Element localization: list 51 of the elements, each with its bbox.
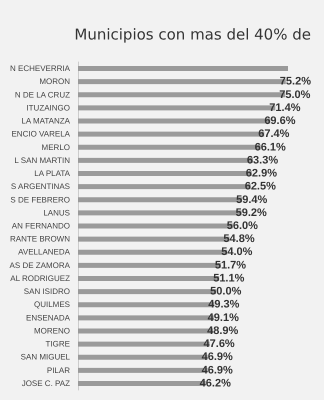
y-tick-label: S ARGENTINAS <box>10 182 70 192</box>
data-label: 62.9% <box>246 168 278 180</box>
y-tick-label: ENCIO VARELA <box>11 130 71 139</box>
y-tick-label: S DE FEBRERO <box>10 195 70 204</box>
chart-title: Municipios con mas del 40% de <box>74 26 312 44</box>
data-label: 63.3% <box>246 154 278 166</box>
data-label: 46.9% <box>202 351 233 364</box>
y-tick-label: TIGRE <box>46 340 70 349</box>
data-label: 50.0% <box>210 286 242 298</box>
data-label: 62.5% <box>244 180 276 193</box>
y-tick-label: ITUZAINGO <box>26 103 70 112</box>
y-tick-label: MERLO <box>42 142 70 152</box>
y-tick-label: LA MATANZA <box>21 116 71 126</box>
y-tick-label: AVELLANEDA <box>18 248 71 257</box>
data-label: 49.1% <box>208 312 240 324</box>
y-tick-label: N ECHEVERRIA <box>10 64 71 74</box>
data-label: 46.2% <box>200 377 232 390</box>
data-label: 51.7% <box>214 259 246 272</box>
data-label: 75.0% <box>279 88 311 101</box>
y-tick-label: AL RODRIGUEZ <box>10 274 70 283</box>
y-tick-label: JOSE C. PAZ <box>22 378 70 388</box>
data-label: 54.0% <box>221 246 253 258</box>
y-tick-label: N DE LA CRUZ <box>14 90 70 100</box>
y-tick-label: LA PLATA <box>34 169 71 178</box>
y-tick-label: AS DE ZAMORA <box>10 260 71 270</box>
data-label: 71.4% <box>269 102 301 114</box>
data-label: 46.9% <box>202 364 233 376</box>
y-tick-label: RANTE BROWN <box>10 234 70 244</box>
bar <box>78 66 288 72</box>
y-tick-label: SAN MIGUEL <box>20 352 71 362</box>
y-tick-label: MORENO <box>34 326 70 336</box>
data-label: 51.1% <box>213 272 245 284</box>
data-label: 67.4% <box>258 128 290 140</box>
y-tick-label: LANUS <box>43 208 70 218</box>
data-label: 59.4% <box>236 194 268 206</box>
y-tick-label: PILAR <box>46 366 70 375</box>
y-tick-label: ENSENADA <box>26 313 71 322</box>
data-label: 48.9% <box>207 324 239 337</box>
data-label: 75.2% <box>280 76 312 88</box>
y-tick-label: MORON <box>39 77 70 86</box>
data-label: 56.0% <box>226 220 258 232</box>
data-label: 66.1% <box>254 141 286 154</box>
y-tick-label: AN FERNANDO <box>12 222 70 230</box>
y-tick-label: L SAN MARTIN <box>14 156 70 165</box>
data-label: 69.6% <box>264 115 296 128</box>
data-label: 54.8% <box>223 233 255 246</box>
data-label: 59.2% <box>236 206 267 219</box>
data-label: 49.3% <box>208 298 240 311</box>
y-tick-label: QUILMES <box>34 300 70 310</box>
data-label: 47.6% <box>204 338 235 350</box>
y-tick-label: SAN ISIDRO <box>24 287 70 296</box>
